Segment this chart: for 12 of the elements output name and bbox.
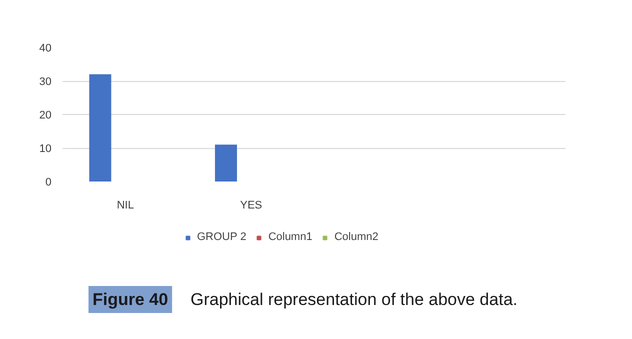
text: Graphical representation of the above data. (190, 290, 518, 309)
y-tick-label: 20 (39, 110, 52, 122)
x-tick-label: YES (240, 200, 262, 212)
legend-label: Column1 (268, 231, 312, 243)
y-tick-label: 40 (39, 42, 52, 54)
y-tick-label: 30 (39, 76, 52, 88)
x-tick-label: NIL (116, 200, 134, 212)
legend-label: Column2 (334, 231, 378, 243)
y-tick-label: 0 (45, 176, 52, 188)
legend-label: GROUP 2 (197, 231, 246, 243)
caption: Figure 40 (92, 290, 168, 309)
y-tick-label: 10 (39, 143, 52, 155)
